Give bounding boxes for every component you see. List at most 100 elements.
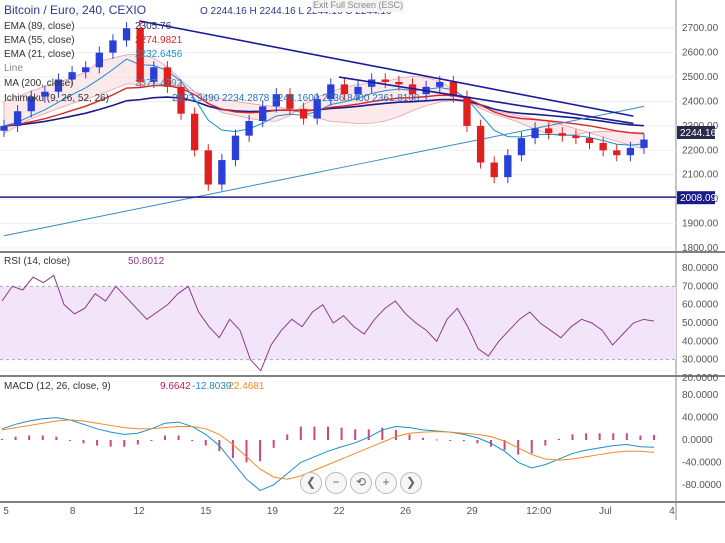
indicator-ichimoku[interactable]: Ichimoku (9, 26, 52, 26)	[4, 93, 109, 104]
macd-hist-bar	[41, 435, 44, 440]
indicator-ma-200-value: 2377.4792	[135, 78, 183, 89]
candle-body	[558, 133, 566, 136]
macd-hist-bar	[245, 440, 248, 463]
macd-hist-bar	[299, 426, 302, 440]
rsi-axis: 80.0000 70.0000 60.0000 50.0000 40.0000 30.00…	[682, 263, 719, 384]
candle-body	[476, 125, 485, 163]
candle-body	[517, 138, 526, 156]
price-pane[interactable]	[0, 20, 676, 249]
candle-body	[231, 135, 240, 161]
zoom-in-button[interactable]: +	[375, 472, 397, 494]
indicator-ema-55-value: 2274.9821	[135, 35, 183, 46]
candle-body	[395, 81, 403, 85]
rsi-pane[interactable]	[0, 274, 676, 372]
horizontal-level-badge: 2008.09	[677, 191, 717, 205]
candle-body	[640, 139, 648, 148]
macd-hist-bar	[231, 440, 234, 458]
rsi-legend: RSI (14, close) 50.8012	[4, 256, 165, 267]
time-tick-label: Jul	[599, 506, 612, 517]
price-tick-label: 2500.00	[682, 72, 719, 83]
price-tick-label: 2400.00	[682, 96, 719, 107]
macd-hist-bar	[1, 438, 3, 440]
macd-hist-bar	[571, 434, 574, 440]
candle-body	[136, 28, 144, 82]
macd-hist-value: 9.6642	[160, 381, 191, 392]
candle-body	[163, 67, 172, 87]
macd-hist-bar	[96, 440, 99, 446]
last-price-label: 2244.16	[680, 128, 717, 139]
indicator-ema-89[interactable]: EMA (89, close)	[4, 21, 75, 32]
time-tick-label: 19	[267, 506, 279, 517]
macd-hist-bar	[476, 440, 479, 444]
candle-body	[54, 79, 63, 92]
candle-body	[190, 113, 199, 151]
time-tick-label: 12	[134, 506, 146, 517]
scroll-right-button[interactable]: ❯	[400, 472, 422, 494]
macd-hist-bar	[150, 440, 153, 441]
time-tick-label: 26	[400, 506, 412, 517]
candle-body	[177, 86, 185, 114]
zoom-out-button[interactable]: −	[325, 472, 347, 494]
price-candles	[0, 22, 648, 191]
candle-body	[95, 52, 103, 68]
price-tick-label: 1800.00	[682, 243, 719, 254]
exit-fullscreen-button[interactable]: Exit Full Screen (ESC)	[312, 0, 404, 12]
macd-tick-label: 40.0000	[682, 413, 719, 424]
macd-hist-bar	[585, 433, 588, 440]
macd-histogram	[1, 426, 655, 463]
candle-body	[545, 128, 553, 134]
scroll-left-button[interactable]: ❮	[300, 472, 322, 494]
time-tick-label: 5	[3, 506, 9, 517]
candle-body	[313, 99, 321, 119]
candle-body	[218, 160, 226, 185]
indicator-ema-55[interactable]: EMA (55, close)	[4, 35, 75, 46]
indicator-ema-21[interactable]: EMA (21, close)	[4, 49, 75, 60]
indicator-ma-200[interactable]: MA (200, close)	[4, 78, 73, 89]
macd-tick-label: -80.0000	[682, 480, 722, 491]
candle-body	[259, 106, 267, 122]
macd-hist-bar	[259, 440, 262, 462]
macd-hist-bar	[177, 435, 180, 440]
candle-body	[27, 96, 35, 112]
candle-body	[122, 28, 131, 41]
macd-hist-bar	[68, 440, 71, 441]
trend-line-resistance-2[interactable]	[338, 76, 634, 125]
macd-hist-bar	[557, 438, 560, 440]
candle-body	[272, 94, 281, 107]
time-tick-label: 15	[200, 506, 212, 517]
candle-body	[327, 84, 335, 100]
rsi-label[interactable]: RSI (14, close)	[4, 256, 70, 267]
indicator-line[interactable]: Line	[4, 63, 23, 74]
trend-line-resistance[interactable]	[139, 20, 634, 117]
macd-hist-bar	[517, 440, 520, 455]
macd-line	[1, 417, 655, 491]
macd-pane[interactable]	[1, 417, 655, 491]
macd-hist-bar	[123, 440, 126, 447]
candle-body	[504, 155, 512, 178]
time-tick-label: 4	[669, 506, 675, 517]
macd-value: -12.8039	[192, 381, 232, 392]
macd-hist-bar	[28, 435, 31, 440]
macd-hist-bar	[164, 435, 166, 440]
price-tick-label: 2700.00	[682, 23, 719, 34]
macd-hist-bar	[367, 429, 370, 440]
rsi-tick-label: 30.0000	[682, 355, 719, 366]
macd-hist-bar	[422, 437, 425, 440]
candle-body	[572, 135, 580, 139]
ma-200-line	[3, 105, 645, 237]
macd-tick-label: 0.0000	[682, 435, 713, 446]
rsi-line	[1, 274, 655, 372]
time-axis[interactable]: 5 8 12 15 19 22 26 29 12:00 Jul 4	[3, 506, 675, 517]
candle-body	[463, 96, 471, 126]
trend-lines[interactable]	[139, 20, 634, 125]
symbol-title[interactable]: Bitcoin / Euro, 240, CEXIO	[4, 3, 146, 17]
indicator-ema-89-value: 2305.76	[135, 21, 172, 32]
macd-hist-bar	[191, 440, 194, 441]
macd-hist-bar	[286, 434, 289, 440]
macd-label[interactable]: MACD (12, 26, close, 9)	[4, 381, 111, 392]
price-tick-label: 2600.00	[682, 48, 719, 59]
reset-button[interactable]: ⟲	[350, 472, 372, 494]
candle-body	[109, 40, 117, 53]
candle-body	[245, 121, 253, 136]
